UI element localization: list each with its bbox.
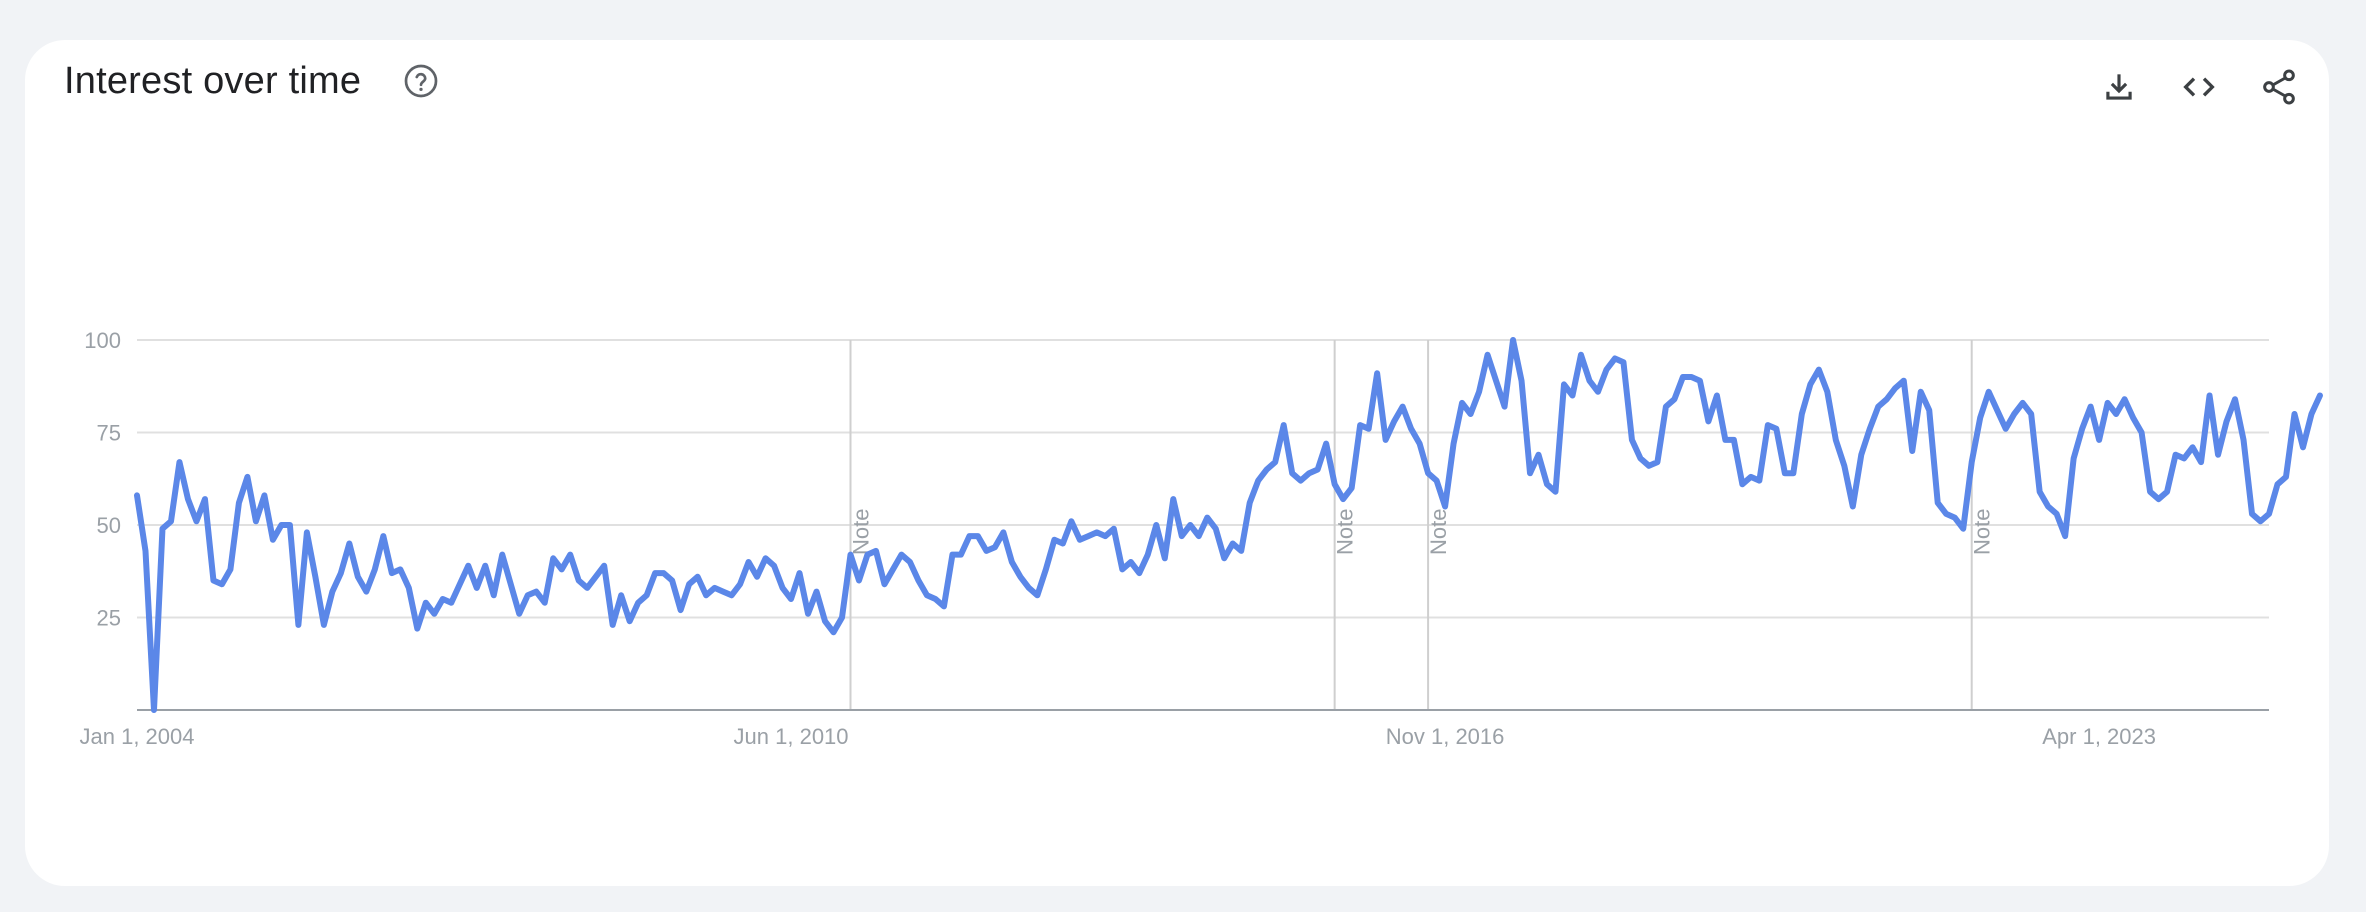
y-tick-label: 50 (97, 513, 121, 538)
annotation-notes: Note Note Note Note (848, 340, 1995, 710)
chart-title: Interest over time (64, 60, 362, 102)
note-label[interactable]: Note (848, 509, 873, 555)
y-tick-label: 100 (84, 328, 121, 353)
series (134, 337, 2323, 713)
series-line[interactable] (134, 337, 2323, 713)
share-icon (2263, 69, 2295, 105)
x-tick-label: Jun 1, 2010 (734, 724, 849, 749)
note-label[interactable]: Note (1426, 509, 1451, 555)
interest-over-time-card (25, 40, 2329, 886)
download-icon (2106, 74, 2132, 100)
help-circle-icon[interactable] (403, 63, 439, 99)
x-tick-label: Apr 1, 2023 (2042, 724, 2156, 749)
gridlines: 25 50 75 100 (84, 328, 2269, 631)
y-tick-label: 25 (97, 606, 121, 631)
embed-button[interactable] (2172, 60, 2226, 114)
chart-actions (2092, 60, 2306, 114)
x-tick-label: Nov 1, 2016 (1386, 724, 1505, 749)
x-tick-label: Jan 1, 2004 (80, 724, 195, 749)
note-label[interactable]: Note (1333, 509, 1358, 555)
share-button[interactable] (2252, 60, 2306, 114)
y-tick-label: 75 (97, 421, 121, 446)
note-label[interactable]: Note (1970, 509, 1995, 555)
code-icon (2183, 77, 2215, 97)
axes: Jan 1, 2004 Jun 1, 2010 Nov 1, 2016 Apr 1, … (80, 709, 2269, 749)
download-button[interactable] (2092, 60, 2146, 114)
